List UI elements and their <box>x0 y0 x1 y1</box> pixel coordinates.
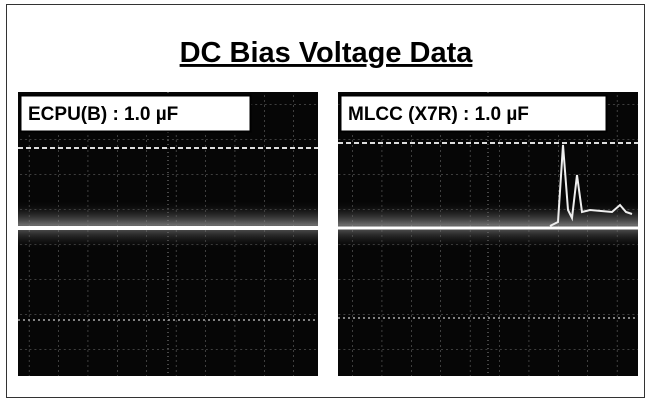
panel-label: ECPU(B) : 1.0 µF <box>28 104 178 125</box>
slide-title: DC Bias Voltage Data <box>180 37 474 69</box>
panel-label: MLCC (X7R) : 1.0 µF <box>348 104 529 125</box>
scope-right: MLCC (X7R) : 1.0 µF <box>338 92 638 376</box>
scope-left: ECPU(B) : 1.0 µF <box>18 92 318 376</box>
